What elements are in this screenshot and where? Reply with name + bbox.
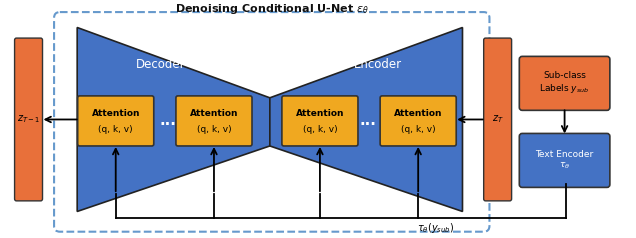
Text: Decoder: Decoder	[136, 58, 186, 71]
Text: (q, k, v): (q, k, v)	[401, 125, 436, 134]
Polygon shape	[77, 28, 270, 212]
FancyBboxPatch shape	[15, 38, 43, 201]
Polygon shape	[270, 28, 462, 212]
FancyBboxPatch shape	[483, 38, 511, 201]
Text: ...: ...	[159, 114, 176, 129]
FancyBboxPatch shape	[520, 56, 610, 110]
Text: $z_{T-1}$: $z_{T-1}$	[17, 114, 40, 125]
FancyBboxPatch shape	[520, 134, 610, 187]
FancyBboxPatch shape	[380, 96, 456, 146]
FancyBboxPatch shape	[78, 96, 154, 146]
Text: Encoder: Encoder	[354, 58, 402, 71]
Text: Attention: Attention	[92, 109, 140, 118]
Text: Attention: Attention	[296, 109, 344, 118]
Text: (q, k, v): (q, k, v)	[197, 125, 232, 134]
Text: $z_T$: $z_T$	[492, 114, 504, 125]
Text: Attention: Attention	[190, 109, 238, 118]
Text: ...: ...	[359, 114, 377, 129]
Text: $\tau_{\theta}(y_{sub})$: $\tau_{\theta}(y_{sub})$	[417, 221, 454, 235]
FancyBboxPatch shape	[176, 96, 252, 146]
Text: Denoising Conditional U-Net $\varepsilon_{\theta}$: Denoising Conditional U-Net $\varepsilon…	[175, 2, 369, 16]
Text: Text Encoder
$\tau_{\theta}$: Text Encoder $\tau_{\theta}$	[536, 150, 594, 171]
Text: Sub-class
Labels $y_{sub}$: Sub-class Labels $y_{sub}$	[539, 71, 590, 95]
Text: Attention: Attention	[394, 109, 443, 118]
Text: (q, k, v): (q, k, v)	[303, 125, 337, 134]
FancyBboxPatch shape	[282, 96, 358, 146]
Text: (q, k, v): (q, k, v)	[99, 125, 133, 134]
